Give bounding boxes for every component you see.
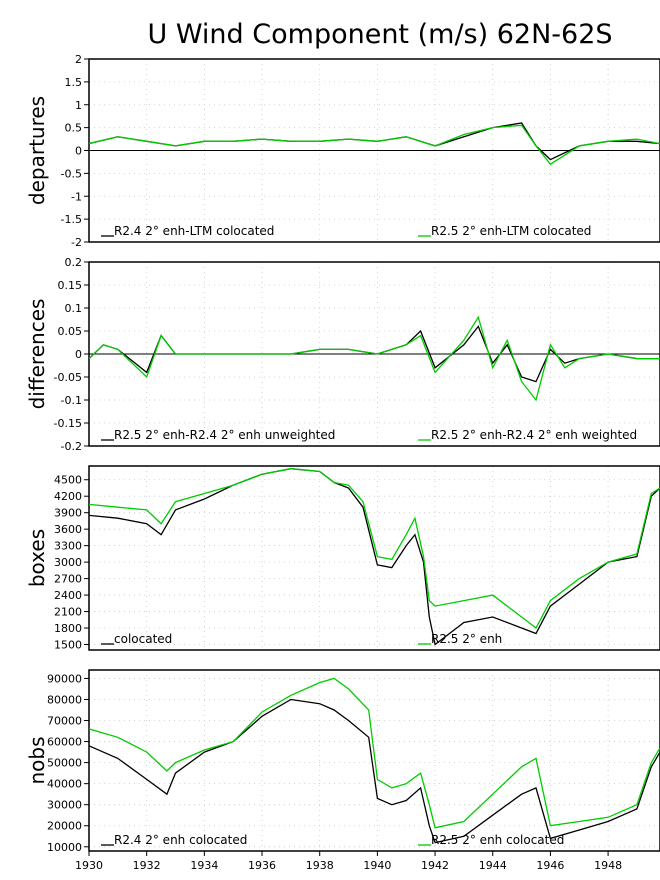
y-tick-label: -1 [71, 190, 82, 203]
y-tick-label: 3600 [54, 523, 82, 536]
series-line-green [89, 124, 660, 166]
x-tick-label: 1930 [75, 859, 103, 872]
legend-label: R2.5 2° enh colocated [431, 833, 564, 847]
panel-departures: 2 1.5 1 0.5 0 -0.5 -1 -1.5 -2 departures R2.4 2° e… [25, 53, 660, 249]
y-tick-label: 4500 [54, 474, 82, 487]
y-tick-label: 10000 [47, 841, 82, 854]
series-line-green [89, 468, 660, 629]
grid [88, 670, 660, 851]
x-tick-label: 1934 [190, 859, 218, 872]
y-tick-label: 2100 [54, 606, 82, 619]
series-line-green [89, 315, 660, 402]
x-tick-label: 1948 [594, 859, 622, 872]
panel-differences: 0.2 0.15 0.1 0.05 0 -0.05 -0.1 -0.15 -0.2 differe… [25, 256, 660, 453]
x-axis: 1930 1932 1934 1936 1938 1940 1942 1944 1946 1948 [75, 851, 622, 872]
y-tick-label: 3000 [54, 556, 82, 569]
series-line-green [89, 677, 660, 829]
y-tick-label: 3300 [54, 540, 82, 553]
y-tick-label: 70000 [47, 715, 82, 728]
y-tick-label: -0.2 [61, 440, 82, 453]
y-tick-label: 4200 [54, 490, 82, 503]
chart-panels: 2 1.5 1 0.5 0 -0.5 -1 -1.5 -2 departures R2.4 2° e… [25, 53, 660, 854]
legend-label: R2.5 2° enh [431, 632, 502, 646]
y-tick-label: 50000 [47, 757, 82, 770]
y-tick-label: 90000 [47, 672, 82, 685]
panel-nobs: 90000 80000 70000 60000 50000 40000 30000 20000… [25, 669, 660, 854]
y-axis-label: differences [25, 299, 49, 410]
y-tick-label: 0 [75, 348, 82, 361]
y-tick-label: 0 [75, 145, 82, 158]
legend-label: colocated [114, 632, 172, 646]
y-tick-label: -0.15 [54, 417, 82, 430]
x-tick-label: 1944 [479, 859, 507, 872]
grid [88, 466, 660, 650]
y-axis-label: nobs [25, 736, 49, 784]
x-tick-label: 1936 [248, 859, 276, 872]
y-tick-label: 30000 [47, 799, 82, 812]
y-tick-label: 1500 [54, 639, 82, 652]
y-tick-label: -0.05 [54, 371, 82, 384]
y-tick-label: -0.5 [61, 167, 82, 180]
legend-label: R2.5 2° enh-R2.4 2° enh unweighted [114, 428, 335, 442]
y-axis-label: boxes [25, 529, 49, 587]
legend-label: R2.4 2° enh-LTM colocated [114, 224, 274, 238]
x-tick-label: 1942 [421, 859, 449, 872]
x-tick-label: 1940 [363, 859, 391, 872]
y-tick-label: 60000 [47, 736, 82, 749]
legend-label: R2.4 2° enh colocated [114, 833, 247, 847]
series-line-black [89, 468, 660, 646]
y-tick-label: 2 [75, 53, 82, 66]
legend-label: R2.5 2° enh-R2.4 2° enh weighted [431, 428, 637, 442]
x-tick-label: 1938 [306, 859, 334, 872]
y-tick-label: 80000 [47, 693, 82, 706]
legend-label: R2.5 2° enh-LTM colocated [431, 224, 591, 238]
y-tick-label: 0.15 [58, 279, 83, 292]
y-tick-label: 2400 [54, 589, 82, 602]
plot-frame [88, 669, 660, 852]
y-tick-label: 0.5 [65, 122, 83, 135]
y-tick-label: 0.05 [58, 325, 83, 338]
y-tick-label: 20000 [47, 820, 82, 833]
y-axis-label: departures [25, 96, 49, 205]
y-tick-label: 1.5 [65, 76, 83, 89]
y-tick-label: 0.1 [65, 302, 83, 315]
y-tick-label: -2 [71, 236, 82, 249]
x-tick-label: 1932 [133, 859, 161, 872]
chart-title: U Wind Component (m/s) 62N-62S [147, 19, 612, 50]
panel-boxes: 4500 4200 3900 3600 3300 3000 2700 2400 2100 1800… [25, 465, 660, 652]
y-tick-label: 2700 [54, 573, 82, 586]
plot-frame [88, 465, 660, 651]
y-tick-label: 1 [75, 99, 82, 112]
y-tick-label: -0.1 [61, 394, 82, 407]
x-tick-label: 1946 [536, 859, 564, 872]
y-tick-label: -1.5 [61, 213, 82, 226]
y-tick-label: 40000 [47, 778, 82, 791]
series-line-black [89, 698, 660, 844]
y-tick-label: 1800 [54, 622, 82, 635]
y-tick-label: 3900 [54, 507, 82, 520]
y-tick-label: 0.2 [65, 256, 83, 269]
